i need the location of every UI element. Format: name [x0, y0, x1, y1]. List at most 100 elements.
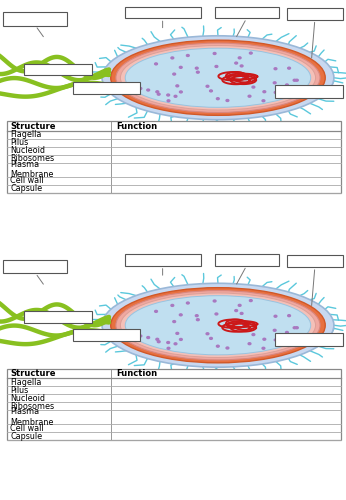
Circle shape: [217, 98, 219, 100]
Ellipse shape: [120, 293, 316, 358]
Ellipse shape: [120, 46, 316, 110]
Text: Cell wall: Cell wall: [10, 424, 44, 432]
Text: Function: Function: [116, 122, 157, 130]
Circle shape: [139, 88, 142, 90]
Circle shape: [173, 73, 175, 75]
Circle shape: [180, 91, 182, 93]
Circle shape: [274, 339, 277, 341]
Circle shape: [233, 321, 235, 323]
Circle shape: [285, 84, 288, 86]
Circle shape: [195, 67, 198, 69]
Text: Capsule: Capsule: [10, 184, 43, 193]
Ellipse shape: [116, 290, 320, 360]
Text: Flagella: Flagella: [10, 130, 42, 139]
Circle shape: [238, 57, 241, 59]
Ellipse shape: [116, 43, 320, 112]
FancyBboxPatch shape: [275, 332, 343, 346]
Circle shape: [179, 66, 182, 68]
Circle shape: [295, 327, 298, 328]
Circle shape: [238, 304, 241, 306]
Circle shape: [179, 314, 182, 316]
Circle shape: [135, 332, 137, 334]
Circle shape: [249, 300, 252, 302]
Circle shape: [139, 335, 142, 337]
Circle shape: [174, 96, 177, 98]
Circle shape: [156, 338, 159, 340]
Circle shape: [285, 332, 288, 334]
Circle shape: [195, 314, 198, 316]
Circle shape: [167, 100, 170, 102]
FancyBboxPatch shape: [275, 85, 343, 98]
Ellipse shape: [125, 296, 311, 355]
Circle shape: [263, 91, 266, 92]
Circle shape: [210, 338, 212, 340]
Circle shape: [197, 71, 199, 73]
FancyBboxPatch shape: [3, 260, 67, 273]
Circle shape: [273, 82, 276, 84]
Circle shape: [248, 74, 251, 76]
Circle shape: [248, 322, 251, 324]
Circle shape: [249, 52, 252, 54]
FancyBboxPatch shape: [73, 82, 140, 94]
Circle shape: [213, 300, 216, 302]
Circle shape: [248, 95, 251, 97]
Circle shape: [274, 68, 277, 70]
FancyBboxPatch shape: [125, 254, 201, 266]
Circle shape: [167, 348, 170, 349]
Circle shape: [213, 52, 216, 54]
Text: Pilus: Pilus: [10, 138, 29, 147]
Text: Ribosomes: Ribosomes: [10, 402, 55, 410]
FancyBboxPatch shape: [287, 8, 343, 20]
Circle shape: [252, 334, 255, 336]
Circle shape: [242, 322, 244, 324]
Circle shape: [210, 90, 212, 92]
Circle shape: [286, 338, 289, 340]
Circle shape: [217, 345, 219, 347]
Circle shape: [147, 336, 149, 338]
FancyBboxPatch shape: [7, 122, 341, 192]
Circle shape: [235, 62, 238, 64]
Ellipse shape: [111, 40, 325, 116]
Circle shape: [174, 343, 177, 345]
Circle shape: [226, 100, 229, 102]
Circle shape: [252, 86, 255, 88]
Circle shape: [157, 340, 160, 342]
Circle shape: [274, 316, 277, 317]
FancyBboxPatch shape: [3, 12, 67, 26]
Ellipse shape: [125, 48, 311, 108]
FancyBboxPatch shape: [7, 369, 341, 440]
Circle shape: [262, 100, 265, 102]
Ellipse shape: [102, 36, 334, 119]
Circle shape: [215, 313, 218, 315]
Circle shape: [243, 324, 245, 326]
Circle shape: [235, 310, 238, 312]
Circle shape: [226, 347, 229, 349]
Circle shape: [295, 80, 298, 81]
Text: Plasma
Membrane: Plasma Membrane: [10, 408, 54, 427]
Text: Structure: Structure: [10, 122, 56, 130]
Circle shape: [167, 342, 170, 344]
Circle shape: [248, 342, 251, 344]
Circle shape: [135, 84, 137, 86]
Text: Function: Function: [116, 369, 157, 378]
Circle shape: [171, 57, 174, 59]
FancyBboxPatch shape: [215, 6, 279, 18]
Text: Flagella: Flagella: [10, 378, 42, 386]
Text: Capsule: Capsule: [10, 432, 43, 440]
Circle shape: [262, 348, 265, 349]
Circle shape: [147, 89, 149, 91]
Circle shape: [273, 330, 276, 332]
Circle shape: [240, 312, 243, 314]
Circle shape: [243, 76, 245, 78]
Circle shape: [263, 338, 266, 340]
FancyBboxPatch shape: [215, 254, 279, 266]
Text: Ribosomes: Ribosomes: [10, 154, 55, 163]
FancyBboxPatch shape: [24, 311, 92, 323]
Circle shape: [242, 74, 244, 76]
Circle shape: [186, 302, 189, 304]
Text: Structure: Structure: [10, 369, 56, 378]
Text: Nucleoid: Nucleoid: [10, 146, 45, 155]
Circle shape: [286, 90, 289, 92]
FancyBboxPatch shape: [24, 64, 92, 76]
Circle shape: [293, 80, 296, 81]
